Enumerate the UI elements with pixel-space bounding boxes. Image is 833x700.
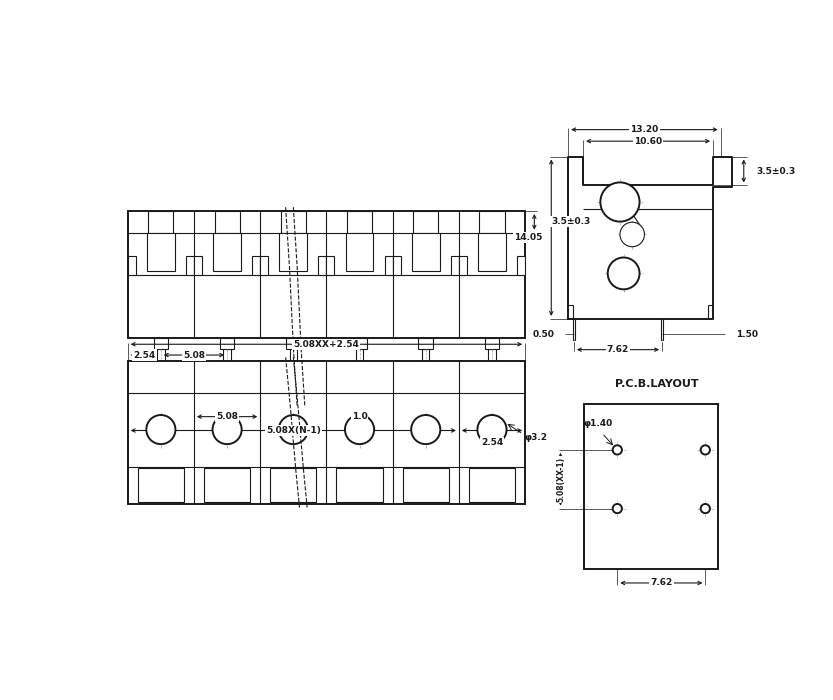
Bar — [204, 468, 250, 502]
Bar — [153, 338, 168, 349]
Text: φ3.2: φ3.2 — [525, 433, 547, 442]
Bar — [661, 318, 663, 340]
Circle shape — [412, 415, 441, 444]
Bar — [517, 256, 525, 275]
Circle shape — [613, 445, 622, 454]
Bar — [346, 232, 373, 271]
Bar — [137, 468, 184, 502]
Text: 3.5±0.3: 3.5±0.3 — [756, 167, 796, 176]
Text: 1.50: 1.50 — [736, 330, 758, 339]
Bar — [385, 256, 392, 275]
Bar — [270, 468, 317, 502]
Circle shape — [147, 415, 176, 444]
Circle shape — [620, 222, 645, 246]
Circle shape — [477, 415, 506, 444]
Bar — [573, 318, 575, 340]
Bar — [327, 256, 334, 275]
Bar — [127, 361, 525, 504]
Circle shape — [279, 415, 308, 444]
Bar — [347, 211, 372, 232]
Bar — [469, 468, 515, 502]
Circle shape — [345, 415, 374, 444]
Bar — [127, 211, 525, 338]
Text: φ1.40: φ1.40 — [583, 419, 612, 428]
Bar — [186, 256, 194, 275]
Bar — [480, 211, 505, 232]
Bar — [220, 338, 234, 349]
Bar — [213, 232, 241, 271]
Bar — [252, 256, 260, 275]
Bar — [318, 256, 327, 275]
Text: P.C.B.LAYOUT: P.C.B.LAYOUT — [615, 379, 699, 389]
Circle shape — [701, 445, 710, 454]
Text: 3.5±0.3: 3.5±0.3 — [551, 217, 591, 226]
Text: 7.62: 7.62 — [651, 578, 672, 587]
Bar — [147, 232, 175, 271]
Bar — [392, 256, 401, 275]
Text: 0.50: 0.50 — [532, 330, 554, 339]
Text: 2.54: 2.54 — [133, 351, 156, 360]
Bar — [485, 338, 499, 349]
Text: 13.20: 13.20 — [631, 125, 659, 134]
Bar — [148, 211, 173, 232]
Bar — [194, 256, 202, 275]
Text: 5.08(XX-1): 5.08(XX-1) — [556, 456, 565, 502]
Circle shape — [701, 504, 710, 513]
Bar — [337, 468, 382, 502]
Text: 10.60: 10.60 — [634, 136, 662, 146]
Circle shape — [601, 183, 640, 222]
Circle shape — [613, 504, 622, 513]
Bar — [451, 256, 459, 275]
Bar — [215, 211, 240, 232]
Bar — [286, 338, 301, 349]
Bar — [402, 468, 449, 502]
Text: 5.08: 5.08 — [183, 351, 205, 360]
Bar — [459, 256, 466, 275]
Bar — [352, 338, 367, 349]
Text: 5.08: 5.08 — [216, 412, 238, 421]
Text: 7.62: 7.62 — [607, 345, 629, 354]
Text: 1.0: 1.0 — [352, 412, 367, 421]
Bar — [279, 232, 307, 271]
Circle shape — [212, 415, 242, 444]
Text: 2.54: 2.54 — [481, 438, 503, 447]
Bar — [412, 232, 440, 271]
Bar — [584, 403, 718, 569]
Bar — [413, 211, 438, 232]
Bar — [478, 232, 506, 271]
Bar — [281, 211, 306, 232]
Text: 14.05: 14.05 — [514, 233, 542, 242]
Text: 5.08X(N-1): 5.08X(N-1) — [266, 426, 321, 435]
Text: 5.08XX+2.54: 5.08XX+2.54 — [293, 340, 359, 349]
Bar — [127, 256, 136, 275]
Bar — [418, 338, 433, 349]
Circle shape — [608, 258, 640, 289]
Bar — [260, 256, 268, 275]
